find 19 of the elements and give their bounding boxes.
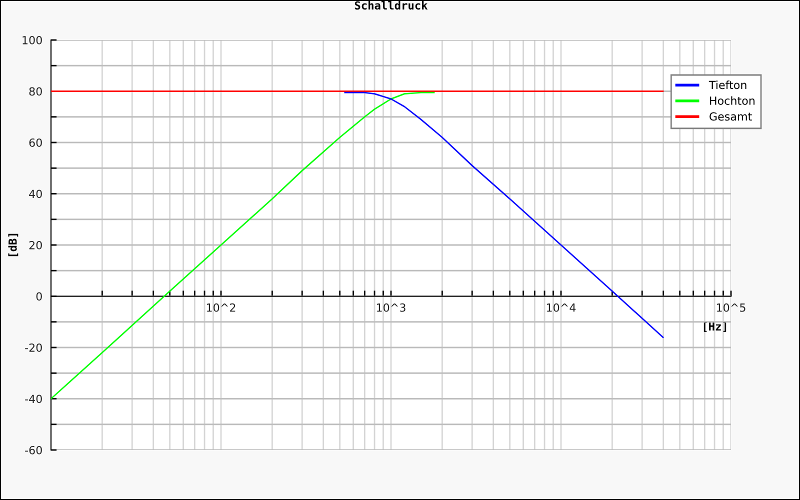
y-tick-label: 60 bbox=[29, 138, 42, 147]
y-tick-label: 20 bbox=[29, 240, 42, 250]
y-tick-label: -40 bbox=[25, 394, 42, 404]
y-tick-label: 80 bbox=[29, 87, 42, 96]
y-tick-label: 0 bbox=[36, 292, 42, 301]
chart-title: Schalldruck bbox=[354, 1, 428, 10]
x-axis-title: [Hz] bbox=[704, 322, 726, 332]
y-tick-label: -20 bbox=[25, 343, 42, 352]
y-axis-title: [dB] bbox=[8, 234, 18, 256]
y-tick-label: 40 bbox=[29, 190, 42, 198]
legend-label: Gesamt bbox=[710, 112, 752, 121]
x-tick-label: 10^3 bbox=[376, 303, 406, 312]
legend-label: Hochton bbox=[710, 96, 754, 105]
y-tick-label: 100 bbox=[22, 36, 42, 44]
x-tick-label: 10^5 bbox=[716, 303, 746, 312]
y-tick-label: -60 bbox=[25, 446, 42, 454]
x-tick-label: 10^2 bbox=[206, 303, 236, 312]
x-tick-label: 10^4 bbox=[546, 303, 576, 312]
legend-label: Tiefton bbox=[708, 80, 746, 90]
